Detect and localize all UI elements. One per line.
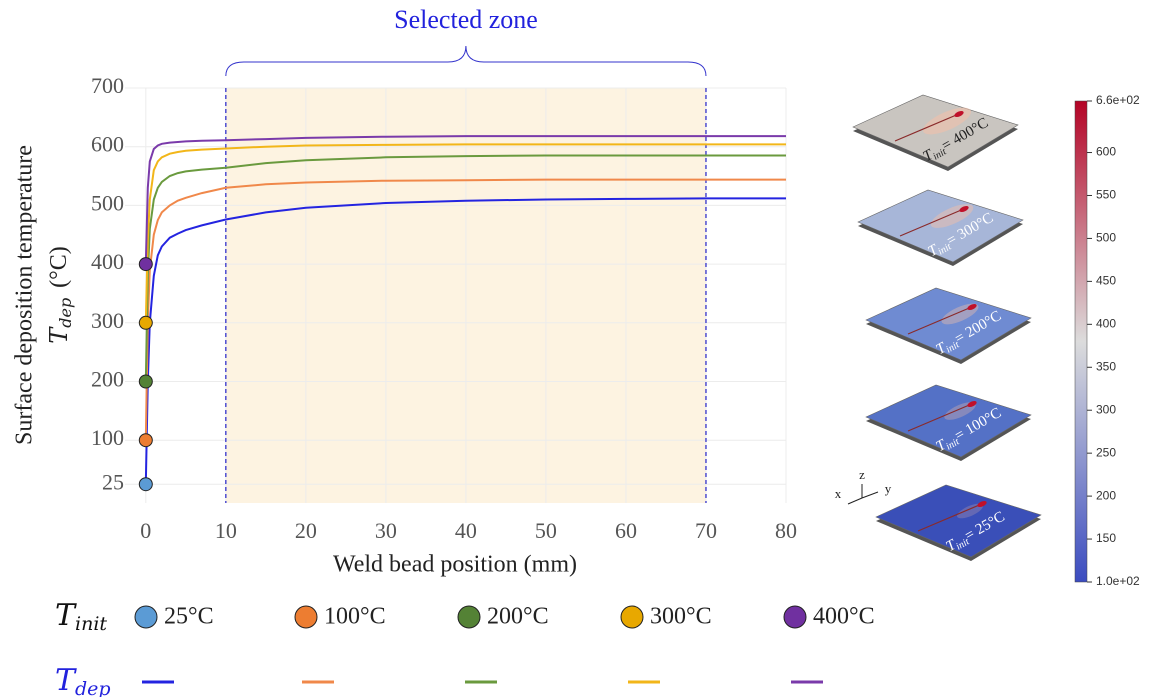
y-tick-label: 700 [91, 73, 124, 98]
legend-label: 100°C [324, 604, 386, 630]
triad-label: z [859, 467, 865, 482]
colorbar-tick-label: 350 [1096, 359, 1116, 373]
colorbar-tick-label: 600 [1096, 145, 1116, 159]
page: Selected zone Weld bead position (mm) Su… [0, 0, 1156, 697]
legend-marker [621, 606, 643, 628]
x-tick-label: 50 [535, 518, 557, 543]
symbol: T [55, 663, 77, 697]
y-axis-label: Surface deposition temperature [12, 145, 38, 445]
colorbar-tick-label: 400 [1096, 316, 1116, 330]
triad-label: y [885, 481, 892, 496]
subscript: dep [56, 298, 75, 328]
legend-label: 400°C [813, 604, 875, 630]
x-tick-label: 60 [615, 518, 637, 543]
start-marker [139, 316, 152, 329]
y-tick-label: 100 [91, 425, 124, 450]
colorbar-tick-label: 500 [1096, 231, 1116, 245]
figure: Selected zone Weld bead position (mm) Su… [0, 0, 1156, 697]
legend-label: 200°C [487, 604, 549, 630]
start-marker [139, 434, 152, 447]
start-marker [139, 478, 152, 491]
x-tick-label: 30 [375, 518, 397, 543]
triad-axis [848, 498, 862, 504]
legend-row-title: Tinit [55, 598, 107, 635]
plot-area: 0 10 20 30 40 50 60 70 80 25 100 200 300 400 500 600 700 [91, 46, 797, 543]
y-tick-label: 25 [102, 469, 124, 494]
x-tick-label: 20 [295, 518, 317, 543]
colorbar-tick-label: 550 [1096, 188, 1116, 202]
legend-marker [295, 606, 317, 628]
subscript: init [75, 613, 107, 635]
colorbar-tick-label: 200 [1096, 488, 1116, 502]
legend-label: 300°C [650, 604, 712, 630]
legend-marker [135, 606, 157, 628]
legend-marker [458, 606, 480, 628]
x-tick-label: 0 [140, 518, 151, 543]
symbol: T [55, 598, 77, 633]
highlight-label: Selected zone [394, 5, 538, 34]
y-tick-label: 300 [91, 308, 124, 333]
colorbar-tick-label: 250 [1096, 445, 1116, 459]
x-tick-label: 80 [775, 518, 797, 543]
colorbar-tick-label: 150 [1096, 531, 1116, 545]
colorbar-tick-label: 450 [1096, 274, 1116, 288]
y-axis-symbol: Tdep(°C) [45, 246, 75, 344]
y-tick-label: 600 [91, 132, 124, 157]
unit: (°C) [46, 246, 72, 288]
legend-row-title: Tdep [55, 663, 111, 697]
colorbar-tick-label: 6.6e+02 [1096, 93, 1140, 107]
colorbar [1075, 101, 1087, 582]
y-tick-label: 500 [91, 190, 124, 215]
x-tick-label: 10 [215, 518, 237, 543]
start-marker [139, 258, 152, 271]
y-tick-label: 400 [91, 249, 124, 274]
triad-axis [862, 492, 878, 498]
colorbar-tick-label: 1.0e+02 [1096, 574, 1140, 588]
x-tick-label: 70 [695, 518, 717, 543]
legend-marker [784, 606, 806, 628]
colorbar-tick-label: 300 [1096, 402, 1116, 416]
x-tick-label: 40 [455, 518, 477, 543]
legend-label: 25°C [164, 604, 214, 630]
highlight-brace [226, 46, 706, 76]
subscript: dep [75, 678, 111, 697]
triad-label: x [835, 486, 842, 501]
start-marker [139, 375, 152, 388]
x-axis-label: Weld bead position (mm) [333, 552, 577, 578]
y-tick-label: 200 [91, 367, 124, 392]
